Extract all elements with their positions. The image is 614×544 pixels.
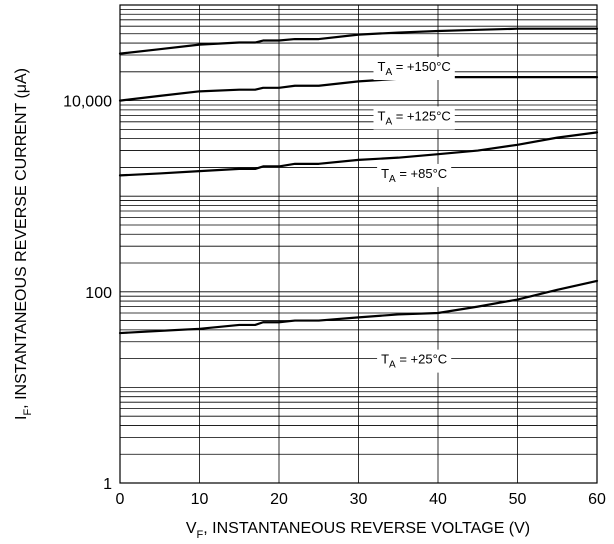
svg-text:TA = +85°C: TA = +85°C <box>381 166 447 185</box>
series-label-4: TA = +25°C <box>377 349 452 373</box>
x-tick-label: 30 <box>350 491 368 508</box>
y-tick-label: 1 <box>103 476 112 493</box>
series-label-2: TA = +125°C <box>373 106 455 130</box>
y-axis-title: IF, INSTANTANEOUS REVERSE CURRENT (μA) <box>13 68 34 420</box>
series-line-4 <box>118 279 599 335</box>
grid-lines <box>120 5 597 483</box>
svg-text:TA = +25°C: TA = +25°C <box>381 352 447 371</box>
series-line-2 <box>118 76 599 102</box>
svg-text:TA = +125°C: TA = +125°C <box>377 108 450 127</box>
y-tick-label: 10,000 <box>63 94 112 111</box>
series-label-1: TA = +150°C <box>373 57 455 81</box>
series-labels: TA = +150°C TA = +125°C TA = +85°C TA = +25… <box>373 57 455 373</box>
x-tick-label: 0 <box>116 491 125 508</box>
series-label-3: TA = +85°C <box>377 163 452 187</box>
x-tick-labels: 0 10 20 30 40 50 60 <box>116 491 606 508</box>
series-line-1 <box>118 27 599 55</box>
x-tick-label: 10 <box>191 491 209 508</box>
x-tick-label: 40 <box>429 491 447 508</box>
x-tick-label: 60 <box>588 491 606 508</box>
x-axis-title: VF, INSTANTANEOUS REVERSE VOLTAGE (V) <box>186 520 530 541</box>
y-tick-labels: 1 100 10,000 <box>63 94 112 493</box>
plot-frame <box>119 4 598 484</box>
series-line-3 <box>118 131 599 177</box>
x-tick-label: 20 <box>270 491 288 508</box>
y-tick-label: 100 <box>85 285 112 302</box>
series-curves <box>118 27 599 335</box>
x-tick-label: 50 <box>509 491 527 508</box>
svg-text:TA = +150°C: TA = +150°C <box>377 59 450 78</box>
